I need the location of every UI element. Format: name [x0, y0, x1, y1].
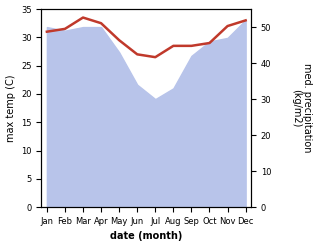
X-axis label: date (month): date (month) [110, 231, 183, 242]
Y-axis label: max temp (C): max temp (C) [5, 74, 16, 142]
Y-axis label: med. precipitation
(kg/m2): med. precipitation (kg/m2) [291, 63, 313, 153]
